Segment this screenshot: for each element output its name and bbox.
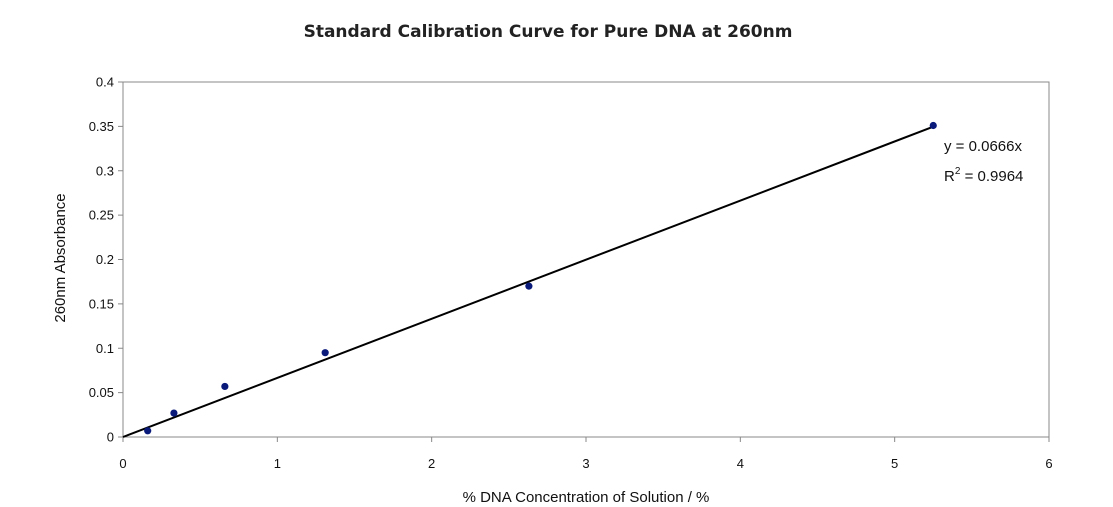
- data-point: [929, 121, 937, 130]
- y-tick-label: 0.2: [96, 252, 114, 267]
- y-tick-label: 0: [107, 430, 114, 445]
- y-tick-label: 0.4: [96, 75, 114, 90]
- data-point: [170, 409, 178, 417]
- y-tick-label: 0.05: [89, 385, 114, 400]
- r2-exponent: 2: [955, 166, 961, 177]
- x-tick-label: 0: [119, 456, 126, 471]
- trendline-equation: y = 0.0666x: [944, 138, 1022, 155]
- data-point: [321, 349, 329, 357]
- y-tick-label: 0.15: [89, 296, 114, 311]
- data-points: [144, 121, 937, 435]
- x-tick-label: 4: [737, 456, 744, 471]
- x-tick-label: 3: [582, 456, 589, 471]
- x-tick-label: 1: [274, 456, 281, 471]
- x-tick-label: 2: [428, 456, 435, 471]
- y-tick-label: 0.25: [89, 208, 114, 223]
- x-axis-label: % DNA Concentration of Solution / %: [463, 489, 710, 506]
- chart-title: Standard Calibration Curve for Pure DNA …: [304, 22, 793, 42]
- y-tick-label: 0.1: [96, 341, 114, 356]
- x-axis-ticks: 0 1 2 3 4 5 6: [119, 437, 1053, 471]
- data-point: [144, 427, 152, 435]
- r2-prefix: R: [944, 168, 955, 185]
- data-point: [525, 282, 533, 290]
- y-axis-ticks: 0 0.05 0.1 0.15 0.2 0.25 0.3 0.35 0.4: [89, 75, 123, 445]
- data-point: [221, 382, 229, 391]
- y-tick-label: 0.3: [96, 163, 114, 178]
- trendline-r-squared: R2 = 0.9964: [944, 166, 1023, 185]
- x-tick-label: 5: [891, 456, 898, 471]
- trendline: [122, 125, 934, 438]
- y-tick-label: 0.35: [89, 119, 114, 134]
- r2-value: = 0.9964: [960, 168, 1023, 185]
- y-axis-label: 260nm Absorbance: [52, 193, 69, 322]
- x-tick-label: 6: [1045, 456, 1052, 471]
